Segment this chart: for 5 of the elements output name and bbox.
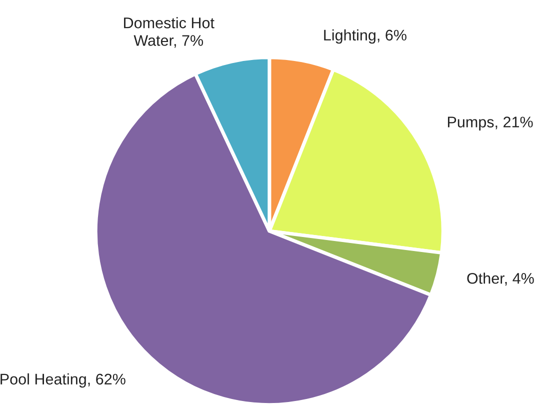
slice-label: Pool Heating, 62% (0, 373, 126, 388)
slice-label: Pumps, 21% (448, 116, 533, 130)
slice-label: Lighting, 6% (324, 29, 406, 44)
slice-label: Other, 4% (467, 272, 534, 286)
slice-label: Domestic Hot Water, 7% (124, 17, 214, 48)
